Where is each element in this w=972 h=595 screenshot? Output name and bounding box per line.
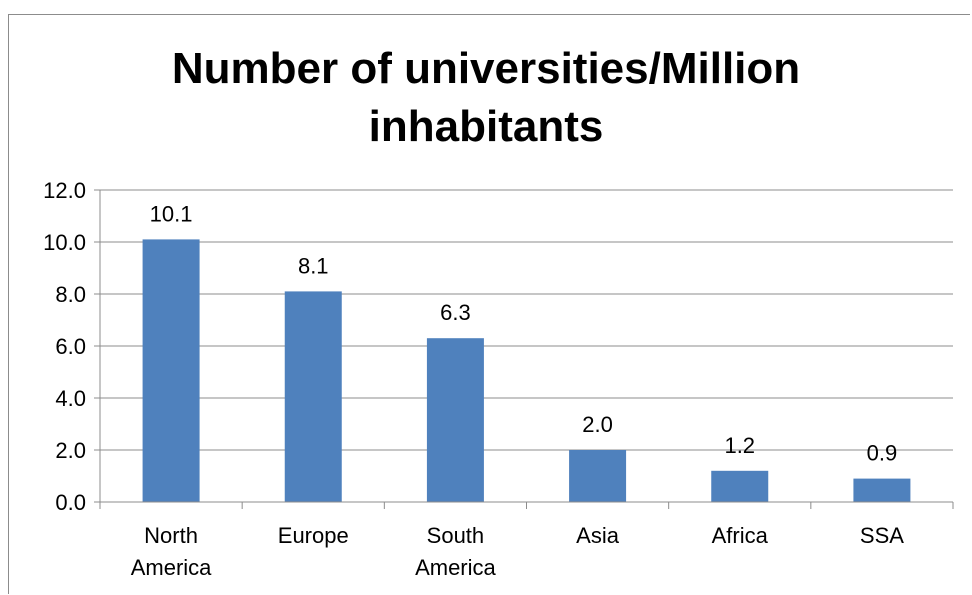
bar xyxy=(142,239,200,502)
y-tick-label: 6.0 xyxy=(55,334,86,359)
bar xyxy=(426,338,484,502)
data-label: 6.3 xyxy=(440,300,471,325)
chart-title: Number of universities/Million inhabitan… xyxy=(0,40,972,156)
bar xyxy=(853,478,911,502)
y-tick-label: 10.0 xyxy=(43,230,86,255)
data-label: 1.2 xyxy=(724,433,755,458)
y-tick-label: 8.0 xyxy=(55,282,86,307)
y-tick-label: 12.0 xyxy=(43,178,86,203)
x-category-label: Africa xyxy=(712,523,769,548)
bars xyxy=(142,239,911,502)
x-category-label: Europe xyxy=(278,523,349,548)
bar xyxy=(569,450,627,502)
labels: 0.0 2.0 4.0 6.0 8.0 10.0 12.0 10.1 North America 8… xyxy=(43,178,904,580)
x-category-label: Asia xyxy=(576,523,620,548)
data-label: 10.1 xyxy=(150,201,193,226)
bar xyxy=(711,470,769,502)
axes xyxy=(94,189,954,509)
chart-title-line-1: Number of universities/Million xyxy=(171,44,801,93)
bar xyxy=(284,291,342,502)
y-tick-label: 4.0 xyxy=(55,386,86,411)
chart-title-line-2: inhabitants xyxy=(368,102,604,151)
x-category-label: America xyxy=(131,555,212,580)
y-tick-label: 2.0 xyxy=(55,438,86,463)
data-label: 0.9 xyxy=(867,441,898,466)
data-label: 2.0 xyxy=(582,412,613,437)
gridlines xyxy=(100,189,953,451)
data-label: 8.1 xyxy=(298,253,329,278)
x-category-label: South xyxy=(427,523,485,548)
y-tick-label: 0.0 xyxy=(55,490,86,515)
x-category-label: America xyxy=(415,555,496,580)
x-category-label: SSA xyxy=(860,523,904,548)
x-category-label: North xyxy=(144,523,198,548)
